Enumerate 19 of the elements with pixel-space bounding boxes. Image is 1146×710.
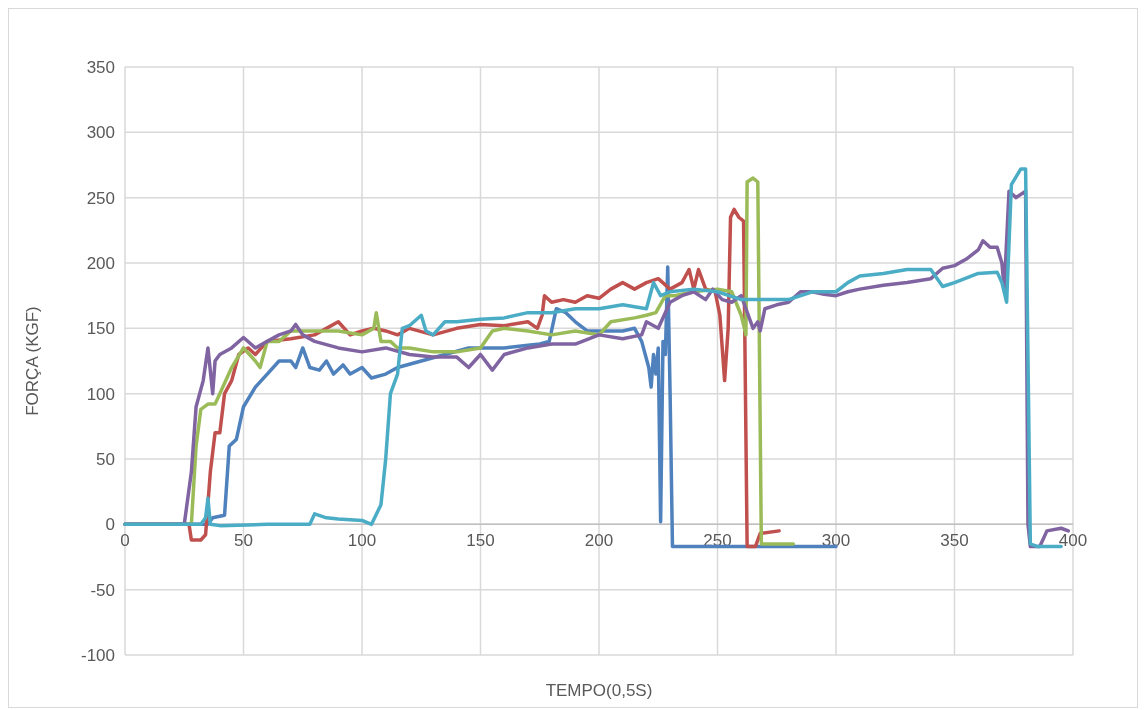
- x-tick-label: 150: [466, 531, 495, 551]
- x-tick-label: 200: [584, 531, 614, 551]
- y-tick-label: 250: [86, 188, 115, 208]
- x-tick-label: 0: [120, 531, 130, 551]
- x-axis-title: TEMPO(0,5S): [545, 681, 653, 700]
- y-tick-label: 350: [86, 58, 115, 77]
- x-tick-label: 100: [347, 531, 377, 551]
- y-tick-label: 200: [86, 254, 115, 273]
- x-tick-label: 400: [1058, 531, 1088, 551]
- y-tick-label: 0: [105, 515, 115, 535]
- x-tick-label: 350: [940, 531, 969, 551]
- y-tick-label: 50: [96, 450, 115, 469]
- y-tick-label: 150: [86, 319, 115, 339]
- y-tick-label: -100: [80, 646, 115, 665]
- y-tick-label: 100: [86, 384, 115, 404]
- y-axis-title: FORÇA (KGF): [23, 306, 42, 416]
- y-tick-label: 300: [86, 123, 115, 143]
- y-tick-label: -50: [90, 580, 115, 600]
- x-tick-label: 50: [234, 531, 253, 551]
